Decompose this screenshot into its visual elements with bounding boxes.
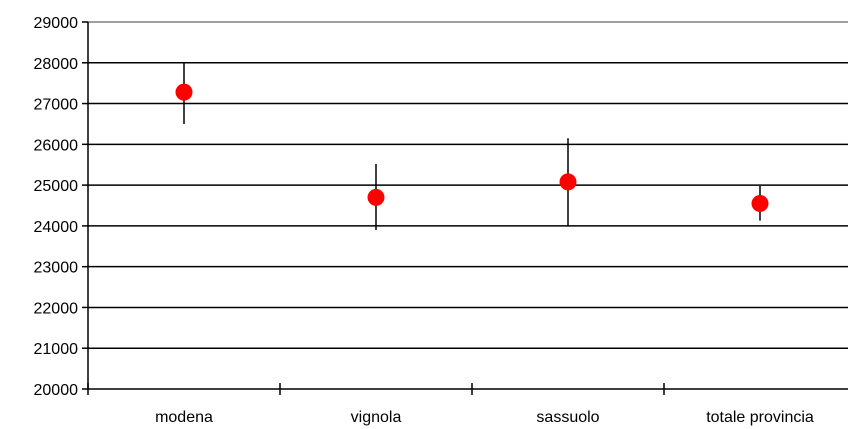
x-category-label: modena (155, 409, 213, 426)
y-tick-label: 26000 (34, 137, 79, 154)
y-tick-label: 24000 (34, 219, 79, 236)
error-bars (183, 62, 761, 230)
y-tick-label: 28000 (34, 56, 79, 73)
y-tick-label: 25000 (34, 178, 79, 195)
data-point-vignola (367, 188, 385, 206)
x-category-label: totale provincia (706, 409, 814, 426)
axes (82, 21, 848, 395)
x-category-label: vignola (351, 409, 402, 426)
gridlines (88, 21, 848, 349)
y-tick-label: 22000 (34, 300, 79, 317)
x-category-label: sassuolo (536, 409, 599, 426)
y-tick-label: 23000 (34, 260, 79, 277)
data-points (175, 83, 769, 212)
y-tick-label: 21000 (34, 341, 79, 358)
y-tick-label: 27000 (34, 97, 79, 114)
y-tick-label: 20000 (34, 382, 79, 399)
y-tick-label: 29000 (34, 15, 79, 32)
data-point-modena (175, 83, 193, 101)
data-point-totale-provincia (751, 194, 769, 212)
y-tick-labels: 20000 21000 22000 23000 24000 25000 26000 27000… (34, 15, 79, 399)
data-point-sassuolo (559, 173, 577, 191)
x-category-labels: modena vignola sassuolo totale provincia (155, 409, 814, 426)
